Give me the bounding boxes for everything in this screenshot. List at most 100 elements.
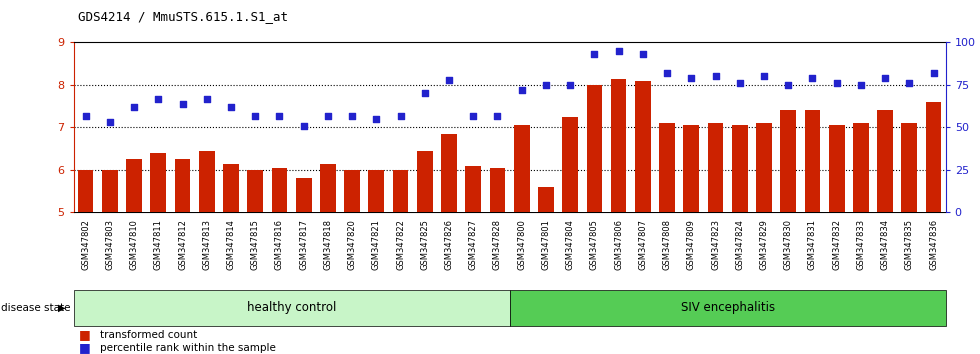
Point (563, 82, 578, 88)
Text: GSM347828: GSM347828 (493, 219, 502, 270)
Text: GSM347833: GSM347833 (857, 219, 865, 270)
Text: GSM347824: GSM347824 (735, 219, 744, 269)
Text: GSM347814: GSM347814 (226, 219, 235, 269)
Text: GSM347811: GSM347811 (154, 219, 163, 269)
Point (393, 113, 409, 118)
Text: GSM347831: GSM347831 (808, 219, 817, 270)
Point (805, 75, 820, 81)
Text: GSM347823: GSM347823 (711, 219, 720, 270)
Bar (102, 170, 118, 212)
Point (102, 120, 118, 125)
Point (902, 80, 917, 86)
Text: GSM347827: GSM347827 (468, 219, 478, 270)
Point (320, 113, 336, 118)
Bar (805, 110, 820, 212)
Text: ■: ■ (78, 328, 90, 341)
Point (223, 104, 239, 110)
Text: GSM347836: GSM347836 (929, 219, 938, 270)
Bar (683, 125, 699, 212)
Point (708, 74, 723, 79)
Bar (199, 151, 215, 212)
Text: GSM347825: GSM347825 (420, 219, 429, 269)
Point (77, 113, 93, 118)
Text: GSM347810: GSM347810 (129, 219, 138, 269)
Text: GSM347818: GSM347818 (323, 219, 332, 270)
Text: GSM347820: GSM347820 (348, 219, 357, 269)
Text: GSM347805: GSM347805 (590, 219, 599, 269)
Bar (174, 159, 190, 212)
Bar (853, 123, 869, 212)
Text: ■: ■ (78, 341, 90, 354)
Bar (320, 164, 336, 212)
Point (199, 96, 215, 101)
Bar (902, 123, 917, 212)
Text: GSM347834: GSM347834 (881, 219, 890, 270)
Point (126, 104, 142, 110)
Bar (77, 170, 93, 212)
Text: healthy control: healthy control (247, 302, 336, 314)
Text: GSM347804: GSM347804 (565, 219, 574, 269)
Point (368, 116, 384, 122)
Bar (635, 81, 651, 212)
Bar (74, 290, 510, 326)
Point (926, 70, 942, 76)
Text: GSM347816: GSM347816 (275, 219, 284, 270)
Point (151, 96, 167, 101)
Point (247, 113, 263, 118)
Text: GSM347801: GSM347801 (541, 219, 551, 269)
Bar (344, 170, 360, 212)
Text: GDS4214 / MmuSTS.615.1.S1_at: GDS4214 / MmuSTS.615.1.S1_at (78, 10, 288, 23)
Point (466, 113, 481, 118)
Bar (296, 178, 312, 212)
Bar (660, 123, 675, 212)
Point (514, 87, 529, 93)
Point (660, 70, 675, 76)
Bar (708, 123, 723, 212)
Point (757, 74, 772, 79)
Text: GSM347822: GSM347822 (396, 219, 405, 269)
Text: GSM347806: GSM347806 (614, 219, 623, 270)
Bar (416, 151, 433, 212)
Point (780, 82, 796, 88)
Bar (271, 168, 287, 212)
Text: GSM347821: GSM347821 (371, 219, 381, 269)
Point (587, 52, 603, 57)
Bar (150, 153, 167, 212)
Text: transformed count: transformed count (100, 330, 197, 339)
Text: disease state: disease state (1, 303, 71, 313)
Bar (514, 125, 529, 212)
Bar (466, 166, 481, 212)
Bar (586, 85, 603, 212)
Bar (490, 168, 506, 212)
Text: GSM347812: GSM347812 (178, 219, 187, 269)
Point (490, 113, 506, 118)
Text: GSM347826: GSM347826 (445, 219, 454, 270)
Text: SIV encephalitis: SIV encephalitis (680, 302, 775, 314)
Text: GSM347803: GSM347803 (105, 219, 115, 270)
Point (829, 80, 845, 86)
Bar (538, 187, 554, 212)
Bar (393, 170, 409, 212)
Point (683, 75, 699, 81)
Point (635, 52, 651, 57)
Text: GSM347829: GSM347829 (760, 219, 768, 269)
Text: GSM347835: GSM347835 (905, 219, 914, 270)
Text: GSM347813: GSM347813 (202, 219, 212, 270)
Text: GSM347815: GSM347815 (251, 219, 260, 269)
Bar (829, 125, 845, 212)
Text: GSM347832: GSM347832 (832, 219, 841, 270)
Point (538, 82, 554, 88)
Point (344, 113, 360, 118)
Point (174, 101, 190, 107)
Point (441, 77, 457, 83)
Point (877, 75, 893, 81)
Bar (780, 110, 796, 212)
Text: GSM347807: GSM347807 (638, 219, 648, 270)
Text: ▶: ▶ (58, 303, 66, 313)
Text: GSM347800: GSM347800 (517, 219, 526, 269)
Bar (368, 170, 384, 212)
Point (732, 80, 748, 86)
Text: GSM347830: GSM347830 (784, 219, 793, 270)
Bar (441, 134, 457, 212)
Text: GSM347817: GSM347817 (299, 219, 308, 270)
